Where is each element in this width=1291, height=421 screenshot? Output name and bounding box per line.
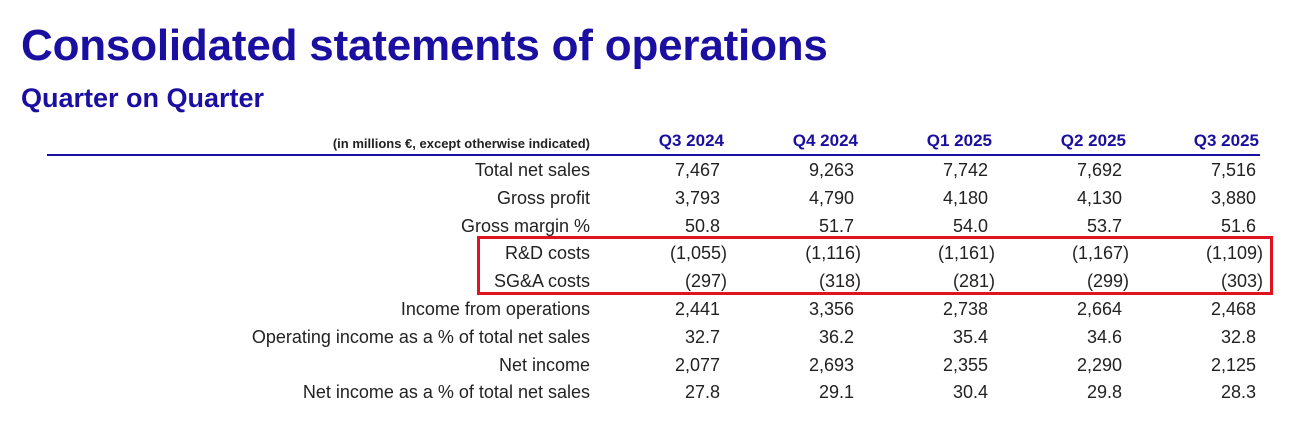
units-note: (in millions €, except otherwise indicat… <box>332 136 590 151</box>
row-label: Income from operations <box>400 298 590 319</box>
table-cell: 4,180 <box>942 187 988 208</box>
row-label: Total net sales <box>474 160 590 180</box>
table-cell: 51.7 <box>818 215 854 236</box>
table-cell: 2,441 <box>674 298 720 319</box>
table-row-net-income-pct: Net income as a % of total net sales 27.… <box>0 378 1291 406</box>
table-cell: 32.8 <box>1220 326 1256 347</box>
row-label: Net income as a % of total net sales <box>302 382 590 403</box>
table-cell: (1,161) <box>937 243 995 264</box>
table-cell: 7,516 <box>1210 160 1256 180</box>
table-cell: 3,880 <box>1210 187 1256 208</box>
table-cell: 2,468 <box>1210 298 1256 319</box>
table-cell: 4,790 <box>808 187 854 208</box>
table-row-total-net-sales: Total net sales 7,467 9,263 7,742 7,692 … <box>0 156 1291 184</box>
table-cell: 54.0 <box>952 215 988 236</box>
table-cell: 27.8 <box>684 382 720 403</box>
table-header-row: (in millions €, except otherwise indicat… <box>0 130 1291 154</box>
header-divider <box>47 154 1260 156</box>
table-cell: (1,167) <box>1071 243 1129 264</box>
table-cell: 2,125 <box>1210 354 1256 375</box>
table-row-net-income: Net income 2,077 2,693 2,355 2,290 2,125 <box>0 351 1291 379</box>
table-cell: 28.3 <box>1220 382 1256 403</box>
table-cell: 4,130 <box>1076 187 1122 208</box>
table-cell: 35.4 <box>952 326 988 347</box>
table-cell: 2,738 <box>942 298 988 319</box>
table-row-sga-costs: SG&A costs (297) (318) (281) (299) (303) <box>0 267 1291 295</box>
table-cell: 7,742 <box>942 160 988 180</box>
table-cell: (1,055) <box>669 243 727 264</box>
table-cell: 36.2 <box>818 326 854 347</box>
table-cell: 7,692 <box>1076 160 1122 180</box>
row-label: Net income <box>498 354 590 375</box>
table-cell: 7,467 <box>674 160 720 180</box>
table-row-operating-income-pct: Operating income as a % of total net sal… <box>0 323 1291 351</box>
table-cell: 2,355 <box>942 354 988 375</box>
row-label: SG&A costs <box>493 271 590 292</box>
table-cell: (281) <box>952 271 995 292</box>
table-cell: 2,693 <box>808 354 854 375</box>
table-cell: 9,263 <box>808 160 854 180</box>
table-cell: 30.4 <box>952 382 988 403</box>
table-row-income-from-operations: Income from operations 2,441 3,356 2,738… <box>0 295 1291 323</box>
table-cell: 34.6 <box>1086 326 1122 347</box>
table-cell: (303) <box>1220 271 1263 292</box>
table-cell: 32.7 <box>684 326 720 347</box>
period-header-q1-2025: Q1 2025 <box>926 131 992 150</box>
row-label: Gross profit <box>496 187 590 208</box>
table-cell: 2,290 <box>1076 354 1122 375</box>
row-label: R&D costs <box>504 243 590 264</box>
row-label: Operating income as a % of total net sal… <box>251 326 590 347</box>
table-cell: (1,116) <box>805 243 861 264</box>
table-cell: 3,793 <box>674 187 720 208</box>
table-row-rd-costs: R&D costs (1,055) (1,116) (1,161) (1,167… <box>0 239 1291 267</box>
highlight-box-cost-rows <box>477 236 1273 295</box>
table-cell: 53.7 <box>1086 215 1122 236</box>
table-cell: (318) <box>818 271 861 292</box>
statement-table: Total net sales 7,467 9,263 7,742 7,692 … <box>0 156 1291 406</box>
table-cell: 29.1 <box>818 382 854 403</box>
table-cell: 50.8 <box>684 215 720 236</box>
page-title: Consolidated statements of operations <box>21 21 828 70</box>
table-cell: (1,109) <box>1205 243 1263 264</box>
table-cell: (299) <box>1086 271 1129 292</box>
table-cell: (297) <box>684 271 727 292</box>
table-cell: 29.8 <box>1086 382 1122 403</box>
period-header-q3-2025: Q3 2025 <box>1193 131 1259 150</box>
table-cell: 2,664 <box>1076 298 1122 319</box>
period-header-q2-2025: Q2 2025 <box>1060 131 1126 150</box>
table-row-gross-margin: Gross margin % 50.8 51.7 54.0 53.7 51.6 <box>0 212 1291 240</box>
page-subtitle: Quarter on Quarter <box>21 83 265 113</box>
period-header-q3-2024: Q3 2024 <box>658 131 724 150</box>
table-cell: 2,077 <box>674 354 720 375</box>
period-header-q4-2024: Q4 2024 <box>792 131 858 150</box>
row-label: Gross margin % <box>460 215 590 236</box>
table-cell: 3,356 <box>808 298 854 319</box>
table-row-gross-profit: Gross profit 3,793 4,790 4,180 4,130 3,8… <box>0 184 1291 212</box>
table-cell: 51.6 <box>1220 215 1256 236</box>
